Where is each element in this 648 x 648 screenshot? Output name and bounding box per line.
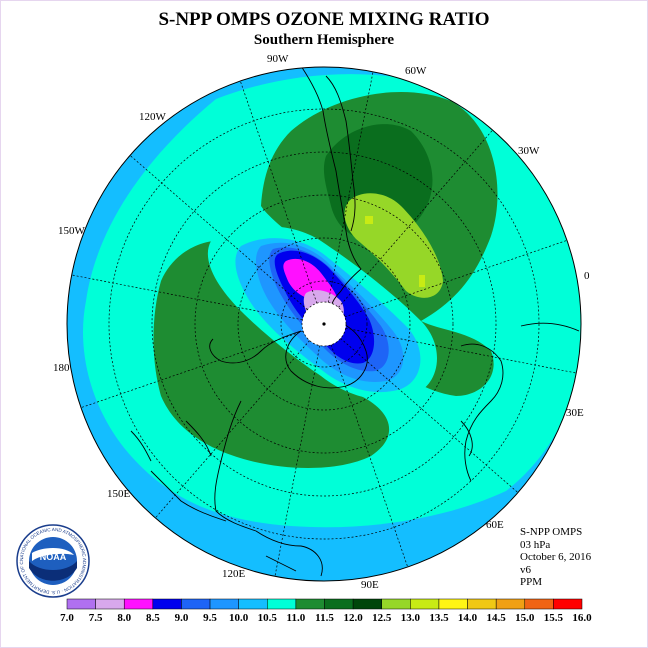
colorbar-tick-label: 9.0 [175,612,189,624]
colorbar-swatch [95,598,125,610]
meridian-line [274,345,321,577]
colorbar-tick-label: 12.5 [372,612,392,624]
colorbar-tick-label: 7.0 [60,612,74,624]
map-boundary [66,66,582,582]
chart-title: S-NPP OMPS OZONE MIXING RATIO [158,9,490,30]
lon-label-150e: 150E [107,488,131,500]
lon-label-0: 0 [584,270,590,282]
meridian-line [80,330,304,409]
colorbar-swatch [410,598,440,610]
south-pole-dot [322,322,326,326]
colorbar-tick-label: 13.5 [429,612,449,624]
lon-label-120w: 120W [139,111,167,123]
colorbar-swatch [267,598,297,610]
noaa-logo: NATIONAL OCEANIC AND ATMOSPHERIC ADMINIS… [15,523,90,598]
colorbar-swatch [66,598,96,610]
meridian-line [340,338,519,493]
latitude-circles [108,108,540,540]
colorbar-tick-label: 8.5 [146,612,160,624]
colorbar-tick-label: 15.0 [515,612,535,624]
colorbar-swatch [553,598,583,610]
colorbar-tick-label: 16.0 [572,612,592,624]
info-date: October 6, 2016 [520,551,592,563]
colorbar-swatch [238,598,268,610]
meridian-line [338,129,493,308]
colorbar-ticks: 7.0 7.5 8.0 8.5 9.0 9.5 10.0 10.5 11.0 11.5 12.0 12… [60,612,592,624]
meridian-line [129,155,308,310]
lon-label-150w: 150W [58,225,86,237]
colorbar-tick-label: 10.0 [229,612,249,624]
polar-gap-outline [301,301,347,347]
info-units: PPM [520,576,543,588]
colorbar-swatch [524,598,554,610]
meridian-line [71,274,303,321]
colorbar-swatch [181,598,211,610]
colorbar-swatch [209,598,239,610]
meridian-line [344,239,568,318]
lon-label-30e: 30E [566,407,584,419]
info-level: 03 hPa [520,538,551,551]
info-version: v6 [520,563,531,576]
lon-label-60e: 60E [486,519,504,531]
ozone-region-11-0 [153,240,390,468]
lon-label-90e: 90E [361,579,379,591]
colorbar-tick-label: 11.5 [315,612,334,624]
meridian-line [345,327,577,374]
colorbar-swatch [467,598,497,610]
lon-label-30w: 30W [518,145,540,157]
product-info: S-NPP OMPS 03 hPa October 6, 2016 v6 PPM [520,526,591,589]
colorbar-swatch [295,598,325,610]
ozone-region-12-5 [365,216,373,224]
ozone-region-12-5 [419,275,425,287]
colorbar-tick-label: 7.5 [89,612,103,624]
colorbar-tick-label: 14.5 [487,612,507,624]
colorbar-swatch [152,598,182,610]
colorbar-swatch [324,598,354,610]
colorbar-tick-label: 8.0 [117,612,131,624]
meridian-line [327,71,374,303]
lon-label-120e: 120E [222,568,246,580]
colorbar-tick-label: 13.0 [401,612,421,624]
colorbar-tick-label: 9.5 [203,612,217,624]
longitude-lines [71,71,577,577]
map-disk [67,67,581,581]
colorbar-swatch [352,598,382,610]
lon-label-180: 180 [53,362,70,374]
colorbar-tick-label: 15.5 [544,612,564,624]
colorbar-tick-label: 14.0 [458,612,478,624]
colorbar-boxes [66,598,583,610]
colorbar-tick-label: 12.0 [343,612,363,624]
meridian-line [239,80,318,304]
chart-subtitle: Southern Hemisphere [253,32,395,48]
meridian-line [155,340,310,519]
colorbar-swatch [381,598,411,610]
meridian-line [330,344,409,568]
lon-label-60w: 60W [405,65,427,77]
colorbar-swatch [123,598,154,610]
colorbar-tick-label: 11.0 [287,612,306,624]
info-product: S-NPP OMPS [520,526,583,538]
colorbar-swatch [438,598,468,610]
logo-text: NOAA [40,552,67,562]
lon-label-90w: 90W [267,53,289,65]
colorbar-swatch [495,598,526,610]
colorbar-tick-label: 10.5 [258,612,278,624]
